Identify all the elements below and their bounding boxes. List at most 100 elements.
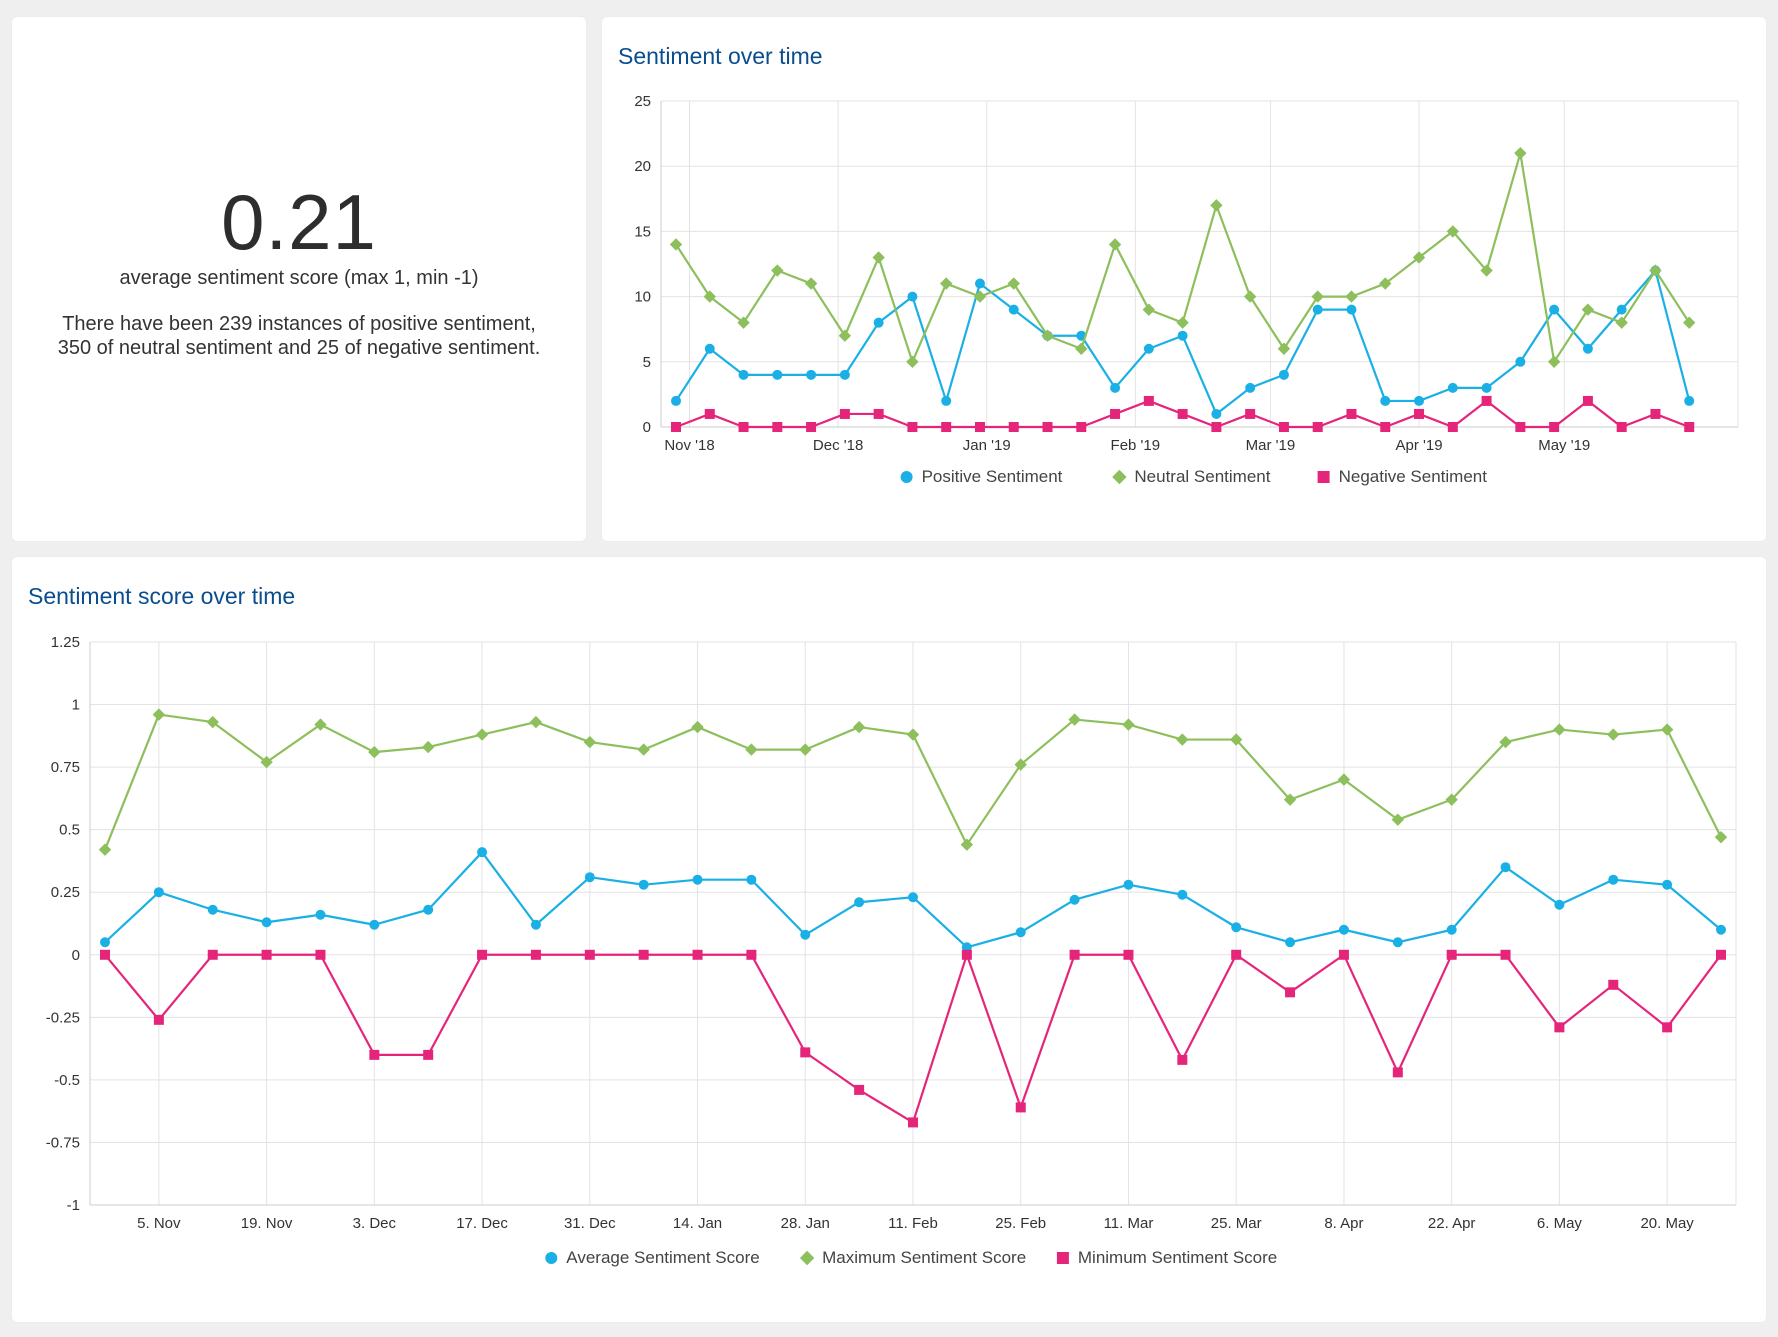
score-point [1446,949,1457,960]
sentiment-point [974,278,985,289]
score-point [1338,949,1349,960]
score-point [692,949,703,960]
sentiment-point [738,422,749,432]
sentiment-series-2 [671,395,1695,432]
score-point [1716,949,1726,960]
score-legend-label: Maximum Sentiment Score [822,1248,1026,1267]
sentiment-point [1649,264,1662,277]
score-xtick-label: 11. Mar [1104,1215,1154,1232]
score-point [1445,793,1458,806]
score-point [961,942,972,953]
score-chart-svg: -1 -0.75 -0.5 -0.25 0 0.25 0.5 0.75 1 1.25 5. Nov 1… [46,634,1737,1267]
score-xtick-label: 8. Apr [1324,1215,1363,1232]
score-point [207,904,218,915]
score-point [1716,924,1726,935]
sentiment-point [941,422,952,432]
sentiment-point [873,317,884,328]
sentiment-point [1007,277,1020,290]
score-ytick-label: 0.75 [51,759,80,776]
sentiment-point [1446,225,1460,238]
sentiment-series-0 [671,265,1695,419]
score-point [745,743,758,756]
sentiment-ytick-label: 5 [643,354,651,371]
sentiment-point [1683,316,1696,329]
sentiment-point [1447,422,1458,432]
sentiment-point [1176,316,1189,329]
score-point [960,838,974,851]
score-point [800,929,811,940]
sentiment-point [1143,343,1154,354]
score-xtick-label: 25. Feb [995,1215,1046,1232]
score-point [1231,922,1242,933]
score-point [1338,924,1349,935]
sentiment-xtick-label: Mar '19 [1246,437,1296,454]
score-legend-symbol [1056,1252,1069,1264]
sentiment-point [907,291,918,302]
score-legend-symbol [545,1252,558,1264]
score-point [637,743,650,756]
score-legend-label: Average Sentiment Score [566,1248,759,1267]
sentiment-legend: Positive Sentiment Neutral Sentiment Negat… [900,467,1487,486]
sentiment-point [1481,382,1492,393]
score-ytick-label: 0 [72,947,80,964]
kpi-card: 0.21 average sentiment score (max 1, min… [12,17,586,541]
score-point [529,715,543,729]
score-point [369,1049,380,1060]
score-point [423,1049,434,1060]
sentiment-ytick-label: 10 [634,289,651,306]
score-point [1392,1067,1403,1078]
sentiment-point [1245,408,1256,419]
score-point [906,728,920,741]
sentiment-point [1380,395,1391,406]
sentiment-point [1211,408,1222,419]
score-point [1123,879,1134,890]
sentiment-point [1414,408,1425,419]
sentiment-ytick-label: 20 [634,158,651,175]
score-point [1500,949,1511,960]
sentiment-legend-symbol [1112,469,1127,485]
score-point [261,917,272,928]
sentiment-point [1143,395,1154,406]
score-point [475,728,489,741]
sentiment-point [1447,382,1458,393]
score-legend-label: Minimum Sentiment Score [1078,1248,1277,1267]
score-ytick-label: 0.25 [51,884,80,901]
score-point [530,949,541,960]
score-point [1015,927,1026,938]
sentiment-point [974,422,985,432]
score-point [638,949,649,960]
sentiment-point [1312,422,1323,432]
sentiment-point [771,264,784,277]
sentiment-point [1346,408,1357,419]
sentiment-point [939,277,953,290]
score-point [1177,889,1188,900]
sentiment-chart-card: Sentiment over time 0 5 10 15 20 25 Nov '18 Dec… [602,17,1766,541]
sentiment-legend-symbol [1317,471,1330,483]
score-point [908,892,918,903]
sentiment-point [806,369,817,380]
sentiment-point [973,290,987,303]
sentiment-point [873,408,884,419]
sentiment-point [704,343,715,354]
score-point [1230,733,1243,746]
score-xtick-label: 3. Dec [353,1215,397,1232]
sentiment-point [772,422,783,432]
sentiment-point [1312,304,1323,315]
score-point [852,720,866,734]
score-point [368,745,381,759]
sentiment-point [1042,422,1053,432]
score-point [1177,1054,1188,1065]
sentiment-point [1008,422,1019,432]
sentiment-point [704,408,715,419]
score-point [584,872,595,883]
score-series-0 [100,847,1726,953]
sentiment-series-line [675,269,1691,416]
sentiment-point [1177,330,1188,341]
sentiment-point [1581,303,1595,316]
score-ytick-label: -0.25 [46,1009,80,1026]
sentiment-point [804,277,818,290]
score-point [315,949,326,960]
score-grid [90,641,1736,1206]
score-ytick-label: 0.5 [59,822,80,839]
sentiment-xtick-label: Dec '18 [813,437,863,454]
